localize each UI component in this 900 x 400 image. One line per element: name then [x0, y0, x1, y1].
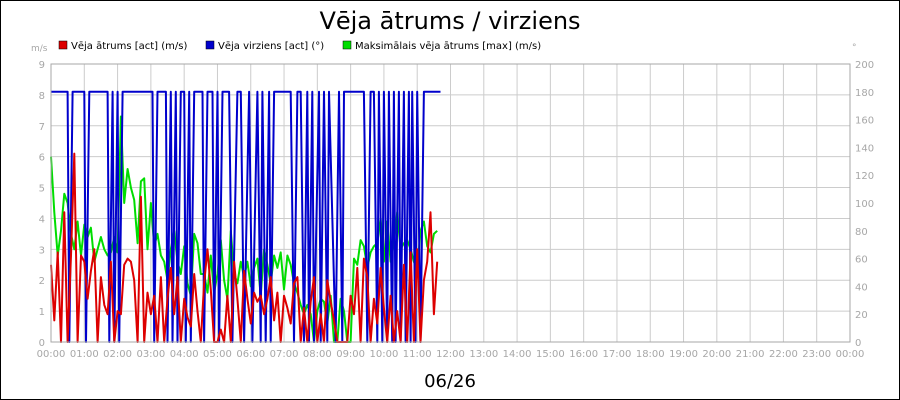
right-tick-label: 200: [855, 60, 874, 71]
series-lines: [50, 90, 441, 343]
right-tick-label: 60: [855, 255, 868, 266]
x-tick-label: 10:00: [370, 349, 399, 360]
x-tick-label: 18:00: [636, 349, 665, 360]
right-axis-ticks: 0 20 40 60 80 100 120 140 160 180 200: [855, 60, 874, 349]
left-tick-label: 7: [39, 122, 45, 133]
x-axis-label: 06/26: [424, 371, 476, 392]
x-tick-label: 22:00: [769, 349, 798, 360]
left-tick-label: 3: [39, 245, 45, 256]
plot-border: [50, 63, 851, 343]
x-tick-label: 03:00: [136, 349, 165, 360]
left-axis-ticks: 0 1 2 3 4 5 6 7 8 9: [39, 60, 45, 349]
x-axis-ticks: 00:00 01:00 02:00 03:00 04:00 05:00 06:00 07:00…: [37, 349, 865, 360]
x-tick-label: 04:00: [170, 349, 199, 360]
x-tick-label: 15:00: [536, 349, 565, 360]
legend-label: Maksimālais vēja ātrums [max] (m/s): [355, 41, 541, 52]
right-tick-label: 160: [855, 116, 874, 127]
x-tick-label: 17:00: [603, 349, 632, 360]
right-tick-label: 80: [855, 227, 868, 238]
legend-swatch: [342, 40, 352, 50]
x-tick-label: 12:00: [436, 349, 465, 360]
x-tick-label: 16:00: [569, 349, 598, 360]
legend-swatch: [205, 40, 215, 50]
x-tick-label: 21:00: [736, 349, 765, 360]
right-tick-label: 40: [855, 282, 868, 293]
x-tick-label: 01:00: [70, 349, 99, 360]
x-tick-label: 09:00: [336, 349, 365, 360]
x-tick-label: 05:00: [203, 349, 232, 360]
x-tick-label: 19:00: [669, 349, 698, 360]
left-tick-label: 4: [39, 214, 45, 225]
right-tick-label: 20: [855, 310, 868, 321]
x-tick-label: 00:00: [37, 349, 66, 360]
chart-title: Vēja ātrums / virziens: [319, 7, 580, 35]
legend-label: Vēja virziens [act] (°): [218, 41, 324, 52]
x-tick-label: 07:00: [270, 349, 299, 360]
series-line-1: [51, 90, 441, 343]
right-tick-label: 180: [855, 88, 874, 99]
legend-swatch: [58, 40, 68, 50]
right-tick-label: 0: [855, 338, 861, 349]
left-tick-label: 8: [39, 91, 45, 102]
x-tick-label: 23:00: [802, 349, 831, 360]
x-tick-label: 20:00: [702, 349, 731, 360]
left-axis-unit: m/s: [31, 44, 48, 54]
right-tick-label: 140: [855, 143, 874, 154]
legend: Vēja ātrums [act] (m/s) Vēja virziens [ac…: [58, 40, 541, 52]
x-tick-label: 11:00: [403, 349, 432, 360]
x-tick-label: 13:00: [469, 349, 498, 360]
legend-label: Vēja ātrums [act] (m/s): [71, 41, 187, 52]
left-tick-label: 9: [39, 60, 45, 71]
right-tick-label: 100: [855, 199, 874, 210]
left-tick-label: 2: [39, 276, 45, 287]
left-tick-label: 0: [39, 338, 45, 349]
x-tick-label: 02:00: [103, 349, 132, 360]
left-tick-label: 1: [39, 307, 45, 318]
left-tick-label: 5: [39, 184, 45, 195]
x-tick-label: 00:00: [836, 349, 865, 360]
x-tick-label: 14:00: [503, 349, 532, 360]
right-tick-label: 120: [855, 171, 874, 182]
left-tick-label: 6: [39, 153, 45, 164]
x-tick-label: 06:00: [236, 349, 265, 360]
series-line-0: [50, 152, 439, 343]
right-axis-unit: °: [852, 43, 857, 53]
x-tick-label: 08:00: [303, 349, 332, 360]
